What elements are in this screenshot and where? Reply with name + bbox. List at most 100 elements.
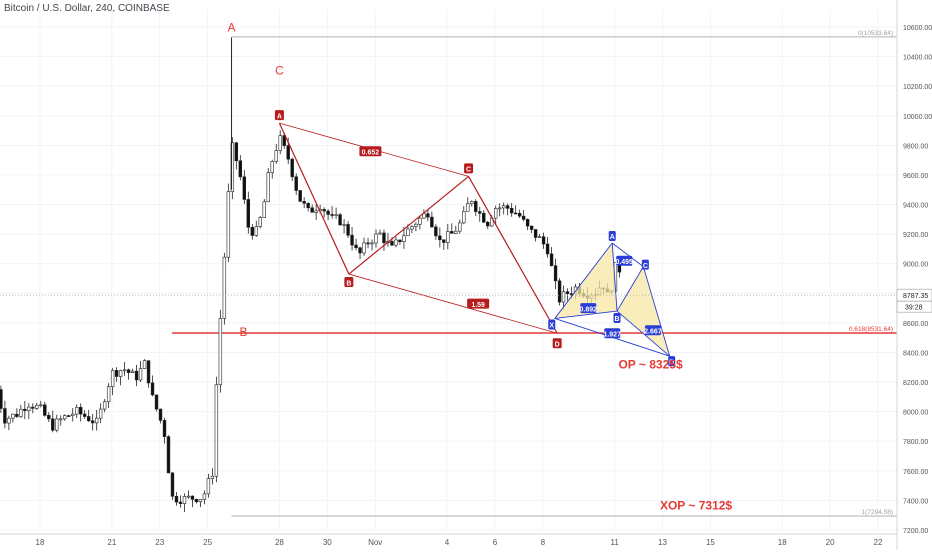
candle-body: [106, 386, 111, 403]
abcd-ratio-line: [348, 273, 558, 334]
candle-body: [23, 408, 27, 411]
abcd-ratio-label-text: 0.652: [362, 149, 380, 156]
candle-body: [446, 231, 450, 243]
candle-body: [529, 225, 534, 230]
candle-body: [138, 368, 143, 381]
xabcd-point-a: A: [608, 230, 616, 241]
x-tick-label: 15: [706, 538, 715, 547]
y-tick-label: 8000.00: [903, 410, 928, 417]
xabcd-leg-line: [611, 242, 618, 312]
xabcd-ratio-label: 0.892: [580, 303, 598, 313]
candle-body: [374, 233, 378, 244]
candle-body: [270, 160, 274, 173]
candle-body: [382, 232, 386, 244]
candle-body: [334, 214, 338, 217]
candle-body: [114, 370, 119, 377]
xabcd-leg-line: [611, 242, 644, 268]
candle-body: [505, 205, 510, 209]
candle-body: [206, 478, 211, 495]
candle-body: [350, 234, 354, 246]
candle-body: [130, 370, 135, 373]
candle-body: [182, 496, 187, 504]
xabcd-ratio-label-bg: [616, 255, 633, 266]
candle-body: [362, 242, 366, 254]
candle-body: [430, 216, 434, 228]
last-price-label: 8787.35: [903, 293, 928, 300]
candle-body: [533, 229, 538, 238]
candle-body: [79, 407, 83, 415]
candle-body: [462, 211, 466, 224]
wave-label-b: B: [240, 325, 248, 339]
candle-body: [426, 213, 430, 218]
y-tick-label: 10000.00: [903, 114, 932, 121]
candle-body: [274, 150, 278, 162]
candle-body: [438, 235, 442, 241]
abcd-point-b-text: B: [346, 280, 351, 287]
candle-body: [98, 408, 103, 419]
candle-body: [338, 214, 342, 226]
candle-body: [470, 201, 474, 204]
y-tick-label: 7600.00: [903, 469, 928, 476]
candle-body: [394, 239, 398, 246]
candle-body: [525, 219, 530, 227]
candle-body: [222, 256, 227, 319]
xabcd-ratio-label: 1.927: [603, 328, 621, 338]
candle-body: [286, 145, 290, 160]
candle-body: [75, 407, 79, 415]
x-tick-label: 22: [874, 538, 883, 547]
candle-body: [501, 205, 506, 209]
candle-body: [162, 420, 167, 437]
x-tick-label: 13: [658, 538, 667, 547]
candle-body: [494, 208, 498, 219]
candle-body: [418, 217, 422, 225]
candle-body: [31, 406, 35, 409]
candle-body: [150, 382, 155, 396]
fib-level-label: 0(10533.64): [858, 30, 893, 37]
candle-body: [294, 176, 298, 191]
xabcd-ratio-label-bg: [644, 325, 661, 336]
xabcd-ratio-label-text: 0.892: [580, 306, 598, 313]
candle-body: [11, 413, 15, 419]
annotation-text: XOP ~ 7312$: [660, 498, 732, 512]
x-tick-label: 8: [541, 538, 546, 547]
abcd-point-c: C: [464, 163, 474, 174]
xabcd-point-a-bg: [608, 230, 616, 241]
xabcd-point-d-text: D: [669, 359, 674, 366]
candle-body: [486, 221, 490, 227]
candle-body: [250, 227, 254, 236]
candle-body: [434, 226, 438, 237]
candle-body: [102, 401, 107, 410]
abcd-point-a-bg: [274, 110, 284, 121]
xabcd-point-b-bg: [613, 313, 621, 324]
candle-body: [254, 226, 258, 236]
candle-body: [142, 360, 147, 369]
y-tick-label: 9800.00: [903, 143, 928, 150]
xabcd-point-c: C: [641, 259, 649, 270]
candle-body: [230, 142, 235, 192]
candle-body: [166, 436, 171, 474]
y-tick-label: 10200.00: [903, 84, 932, 91]
x-tick-label: 23: [155, 538, 164, 547]
x-tick-label: 28: [275, 538, 284, 547]
candle-body: [402, 235, 406, 243]
candle-body: [414, 223, 418, 227]
abcd-point-d: D: [552, 338, 562, 348]
x-tick-label: 18: [36, 538, 45, 547]
xabcd-point-c-text: C: [643, 263, 648, 270]
candle-body: [226, 191, 231, 258]
candle-body: [541, 236, 546, 245]
candle-body: [410, 226, 414, 230]
candle-body: [482, 213, 486, 223]
y-tick-label: 7800.00: [903, 439, 928, 446]
candle-body: [35, 405, 39, 409]
candle-body: [450, 231, 454, 234]
candle-body: [314, 210, 318, 213]
candle-body: [210, 475, 215, 479]
candle-body: [59, 418, 63, 421]
candle-body: [246, 199, 251, 228]
candle-body: [366, 242, 370, 245]
candle-body: [290, 158, 294, 178]
x-tick-label: Nov: [368, 538, 382, 547]
